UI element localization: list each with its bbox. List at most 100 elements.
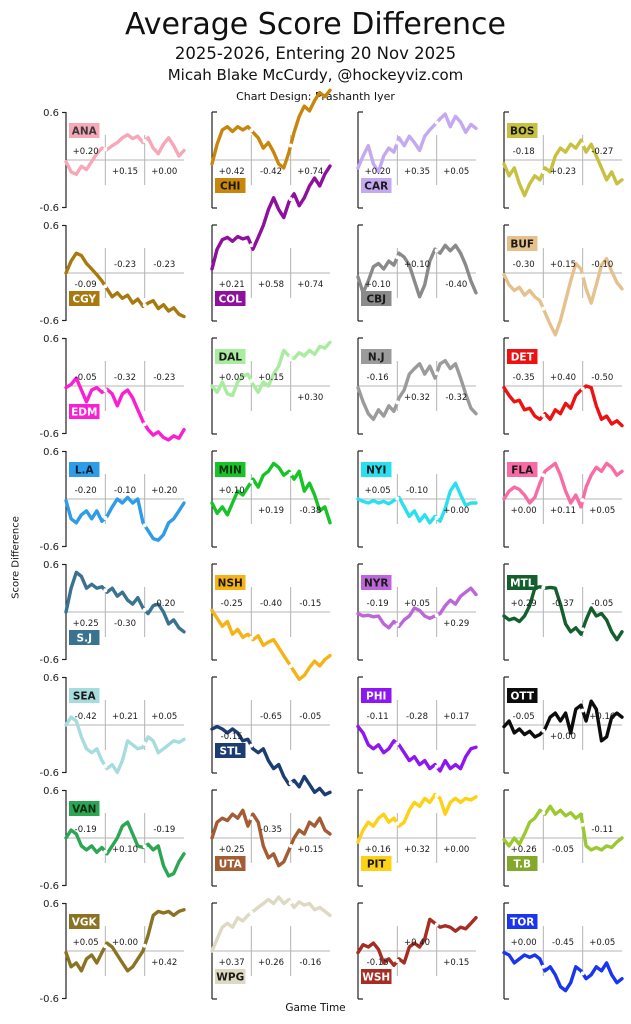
subplot-vgk: 0.6 -0.6 +0.05 +0.00 +0.42 VGK: [39, 896, 201, 1009]
subplot-canvas-nyr: -0.19 +0.05 +0.29 NYR: [356, 563, 478, 661]
team-label-nyi: NYI: [366, 465, 386, 477]
team-label-cbj: CBJ: [366, 294, 386, 306]
subplot-canvas-buf: -0.30 +0.15 -0.10 BUF: [502, 224, 624, 337]
subplot-canvas-cgy: 0.6 -0.6 -0.09 -0.23 -0.23 CGY: [39, 221, 186, 327]
period-value-bos-3: -0.27: [591, 147, 613, 157]
period-break-marker: [541, 473, 546, 478]
team-label-box-uta: [215, 856, 246, 871]
period-value-sj-1: +0.25: [73, 619, 99, 629]
team-label-nsh: NSH: [218, 578, 243, 590]
subplot-tb: +0.26 -0.05 -0.11 T.B: [493, 783, 631, 896]
period-value-min-3: -0.38: [299, 506, 321, 516]
period-value-wsh-1: -0.15: [367, 958, 389, 968]
team-label-box-dal: [215, 349, 246, 364]
period-break-marker: [541, 306, 546, 311]
period-break-marker: [103, 388, 108, 393]
period-break-marker: [142, 943, 147, 948]
subplot-canvas-min: +0.10 +0.19 -0.38 MIN: [210, 450, 332, 548]
period-value-buf-2: +0.15: [550, 260, 576, 270]
team-label-box-nyr: [361, 575, 392, 590]
team-label-box-cgy: [69, 291, 100, 306]
score-line-dal: [210, 340, 332, 398]
team-label-det: DET: [511, 352, 535, 364]
team-label-box-stl: [215, 743, 246, 758]
subplot-wpg: +0.37 +0.26 -0.16 WPG: [201, 895, 347, 1009]
period-value-sj-3: -0.20: [153, 599, 175, 609]
period-break-marker: [103, 849, 108, 854]
period-break-marker: [288, 843, 293, 848]
period-value-nsh-2: -0.40: [260, 599, 282, 609]
score-line-uta: [210, 808, 332, 868]
period-break-marker: [541, 728, 546, 733]
team-label-wpg: WPG: [216, 972, 244, 984]
subplot-canvas-phi: -0.11 -0.28 +0.17 PHI: [356, 676, 478, 774]
y-tick-label-bottom: -0.6: [39, 655, 59, 666]
y-tick-label-bottom: -0.6: [39, 203, 59, 214]
score-line-col: [210, 164, 332, 271]
period-break-marker: [434, 793, 439, 798]
score-line-wsh: [356, 916, 478, 968]
subplot-canvas-fla: +0.00 +0.11 +0.05 FLA: [502, 450, 624, 548]
period-break-marker: [103, 763, 108, 768]
period-value-stl-1: -0.15: [221, 732, 243, 742]
subplot-canvas-nyi: +0.05 -0.10 +0.00 NYI: [356, 450, 478, 548]
period-break-marker: [395, 741, 400, 746]
subplot-canvas-bos: -0.18 +0.23 -0.27 BOS: [502, 111, 624, 209]
subplot-det: -0.35 +0.40 -0.50 DET: [493, 331, 631, 444]
period-value-det-1: -0.35: [513, 373, 535, 383]
score-line-la: [64, 495, 186, 542]
team-label-box-tor: [507, 914, 538, 929]
y-tick-label-top: 0.6: [43, 108, 59, 119]
subplot-mtl: +0.29 -0.37 -0.05 MTL: [493, 557, 631, 670]
period-value-van-1: -0.19: [75, 825, 97, 835]
subplot-chi: +0.42 -0.42 +0.74 CHI: [201, 88, 347, 218]
period-value-det-2: +0.40: [550, 373, 576, 383]
score-line-van: [64, 820, 186, 878]
subplot-nyr: -0.19 +0.05 +0.29 NYR: [347, 557, 493, 670]
subplot-canvas-ana: 0.6 -0.6 +0.20 +0.15 +0.00 ANA: [39, 108, 186, 214]
subplot-van: 0.6 -0.6 -0.19 +0.10 -0.19 VAN: [39, 783, 201, 896]
period-value-ana-1: +0.20: [73, 147, 99, 157]
period-break-marker: [395, 821, 400, 826]
period-value-nj-1: -0.16: [367, 373, 389, 383]
period-value-ana-2: +0.15: [112, 167, 138, 177]
period-value-pit-3: +0.00: [443, 845, 469, 855]
period-value-nyr-2: +0.05: [404, 599, 430, 609]
period-value-mtl-3: -0.05: [591, 599, 613, 609]
team-label-phi: PHI: [366, 691, 386, 703]
period-value-ott-1: -0.05: [513, 712, 535, 722]
period-value-cbj-1: +0.10: [365, 280, 391, 290]
period-break-marker: [288, 354, 293, 359]
period-value-nyi-3: +0.00: [443, 506, 469, 516]
team-label-wsh: WSH: [362, 972, 390, 984]
subplot-stl: -0.15 -0.65 -0.05 STL: [201, 670, 347, 797]
period-value-edm-2: -0.32: [114, 373, 136, 383]
team-label-box-min: [215, 462, 246, 477]
subplot-canvas-tb: +0.26 -0.05 -0.11 T.B: [502, 789, 624, 887]
period-value-chi-1: +0.42: [219, 167, 245, 177]
period-value-cbj-2: +0.10: [404, 260, 430, 270]
team-label-car: CAR: [364, 181, 388, 193]
subplot-pit: +0.16 +0.32 +0.00 PIT: [347, 783, 493, 896]
period-break-marker: [142, 139, 147, 143]
period-value-ott-3: +0.16: [589, 712, 615, 722]
period-break-marker: [249, 128, 254, 133]
subplot-edm: 0.6 -0.6 -0.05 -0.32 -0.23 EDM: [39, 331, 201, 444]
period-value-uta-3: +0.15: [297, 845, 323, 855]
period-value-sea-3: +0.05: [151, 712, 177, 722]
score-line-tb: [502, 804, 624, 852]
period-break-marker: [434, 371, 439, 376]
team-label-nyr: NYR: [364, 578, 388, 590]
period-value-la-2: -0.10: [114, 486, 136, 496]
period-break-marker: [434, 120, 439, 125]
y-tick-label-bottom: -0.6: [39, 542, 59, 553]
score-line-det: [502, 384, 624, 428]
period-value-col-1: +0.21: [219, 280, 245, 290]
team-label-box-ana: [69, 123, 100, 138]
team-label-box-fla: [507, 462, 538, 477]
period-value-car-2: +0.35: [404, 167, 430, 177]
y-tick-label-top: 0.6: [43, 221, 59, 232]
team-label-box-cbj: [361, 291, 392, 306]
subplot-canvas-chi: +0.42 -0.42 +0.74 CHI: [210, 88, 332, 209]
period-break-marker: [580, 627, 585, 632]
